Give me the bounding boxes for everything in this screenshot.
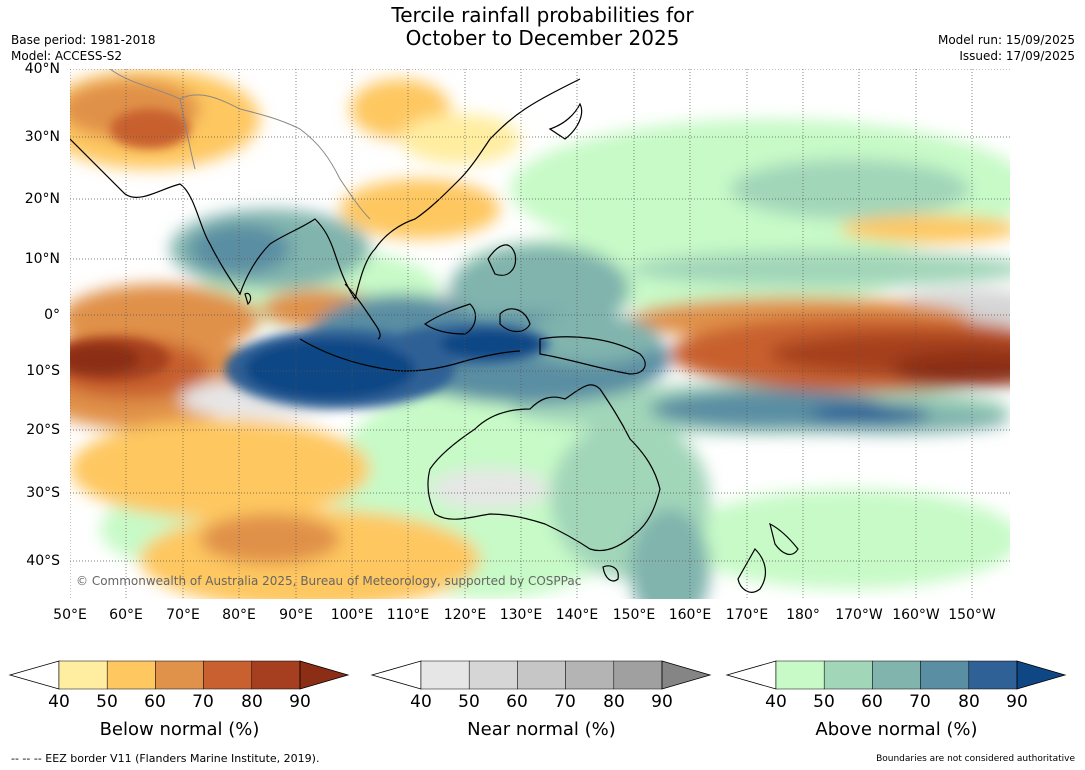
lon-label: 100°E (330, 607, 374, 623)
map-title: Tercile rainfall probabilities for Octob… (0, 4, 1085, 50)
colorbar-below-tick: 70 (192, 692, 214, 712)
copyright-notice: © Commonwealth of Australia 2025, Bureau… (76, 574, 581, 588)
lon-label: 140°E (555, 607, 599, 623)
colorbar-above-segment (775, 660, 825, 690)
colorbar-above-over (1016, 660, 1067, 690)
colorbar-below-segment (203, 660, 253, 690)
lon-label: 110°E (386, 607, 430, 623)
base-period: Base period: 1981-2018 (11, 33, 156, 47)
coastlines (70, 78, 799, 593)
colorbar-near-tick: 60 (506, 692, 528, 712)
colorbar-above-tick: 50 (813, 692, 835, 712)
lon-label: 180° (786, 607, 820, 623)
lat-label: 20°S (26, 422, 60, 438)
lon-label: 120°E (443, 607, 487, 623)
model-name: Model: ACCESS-S2 (11, 49, 123, 63)
lon-label: 90°E (279, 607, 313, 623)
lon-label: 50°E (53, 607, 87, 623)
model-run: Model run: 15/09/2025 (937, 33, 1075, 47)
lat-label: 30°N (24, 129, 60, 145)
colorbar-near-tick: 70 (554, 692, 576, 712)
colorbar-below-segment (251, 660, 301, 690)
meta-right: Model run: 15/09/2025 Issued: 17/09/2025 (938, 32, 1075, 64)
colorbar-below-tick: 90 (289, 692, 311, 712)
graticule (70, 69, 1010, 599)
colorbar-above-segment (920, 660, 970, 690)
colorbar-near-segment (517, 660, 566, 690)
colorbar-below (8, 660, 350, 690)
boundaries-disclaimer: Boundaries are not considered authoritat… (876, 754, 1075, 764)
colorbar-near-tick: 50 (458, 692, 480, 712)
colorbar-above-tick: 60 (861, 692, 883, 712)
colorbar-above-tick: 40 (765, 692, 787, 712)
colorbar-near-title: Near normal (%) (467, 719, 616, 740)
lat-label: 40°N (24, 61, 60, 77)
lon-label: 170°E (725, 607, 769, 623)
colorbar-below-tick: 80 (241, 692, 263, 712)
country-borders (109, 69, 371, 220)
colorbar-below-over (299, 660, 350, 690)
colorbar-above-tick: 80 (958, 692, 980, 712)
colorbar-below-title: Below normal (%) (99, 719, 260, 740)
colorbar-above-under (725, 660, 777, 690)
lat-label: 20°N (24, 191, 60, 207)
colorbar-below-under (8, 660, 60, 690)
rainfall-map: © Commonwealth of Australia 2025, Bureau… (70, 69, 1010, 599)
eez-border-note: -- -- -- EEZ border V11 (Flanders Marine… (11, 752, 320, 765)
colorbar-near-under (370, 660, 422, 690)
colorbar-above-segment (823, 660, 873, 690)
lat-label: 0° (44, 307, 60, 323)
colorbar-above-segment (968, 660, 1018, 690)
colorbar-above-segment (872, 660, 921, 690)
lon-label: 150°W (948, 607, 996, 623)
colorbar-above-title: Above normal (%) (815, 719, 978, 740)
colorbar-above-tick: 90 (1006, 692, 1028, 712)
title-line-2: October to December 2025 (405, 26, 680, 50)
title-line-1: Tercile rainfall probabilities for (391, 3, 694, 27)
colorbar-above (725, 660, 1067, 690)
lon-label: 160°W (892, 607, 940, 623)
colorbar-near-tick: 80 (603, 692, 625, 712)
colorbar-below-tick: 40 (48, 692, 70, 712)
colorbar-below-segment (58, 660, 108, 690)
colorbar-near-tick: 40 (410, 692, 432, 712)
colorbar-below-tick: 60 (144, 692, 166, 712)
colorbar-near-over (661, 660, 712, 690)
lon-label: 60°E (109, 607, 143, 623)
lon-label: 170°W (835, 607, 883, 623)
lat-label: 10°S (26, 363, 60, 379)
colorbar-near-tick: 90 (651, 692, 673, 712)
lon-label: 70°E (166, 607, 200, 623)
colorbar-below-segment (106, 660, 156, 690)
lat-label: 10°N (24, 251, 60, 267)
meta-left: Base period: 1981-2018 Model: ACCESS-S2 (11, 32, 156, 64)
probability-core (70, 109, 550, 409)
colorbar-above-tick: 70 (909, 692, 931, 712)
colorbar-near-segment (613, 660, 663, 690)
lon-label: 150°E (612, 607, 656, 623)
colorbar-near-segment (420, 660, 470, 690)
colorbar-near-segment (468, 660, 518, 690)
colorbar-near-segment (565, 660, 615, 690)
lon-label: 160°E (668, 607, 712, 623)
lon-label: 80°E (222, 607, 256, 623)
colorbar-below-tick: 50 (96, 692, 118, 712)
lat-label: 30°S (26, 485, 60, 501)
issued-date: Issued: 17/09/2025 (959, 49, 1075, 63)
lon-label: 130°E (499, 607, 543, 623)
colorbar-near (370, 660, 712, 690)
lat-label: 40°S (26, 553, 60, 569)
colorbar-below-segment (155, 660, 204, 690)
